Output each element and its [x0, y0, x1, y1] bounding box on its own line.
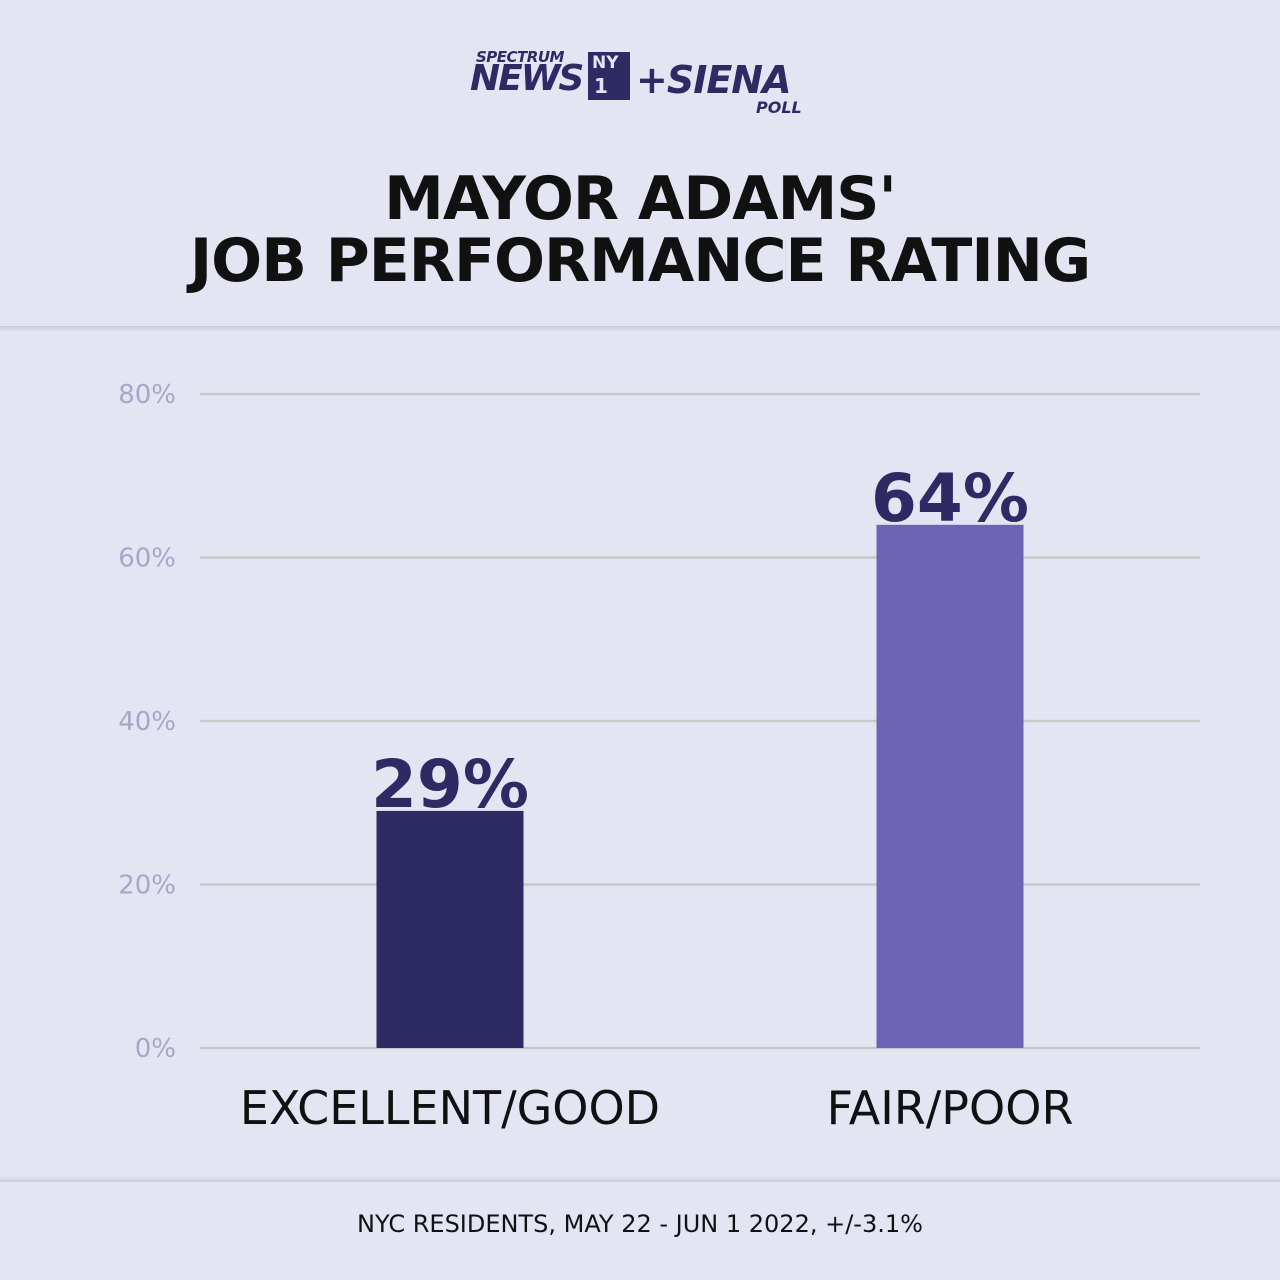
bar-value-label: 29%: [371, 746, 529, 823]
logo-spectrum-text: SPECTRUM: [476, 48, 564, 66]
chart-title-line2: JOB PERFORMANCE RATING: [189, 226, 1091, 296]
logo-one-text: 1: [594, 74, 608, 98]
ny1-badge: NY 1: [588, 52, 630, 100]
logo-poll-text: POLL: [756, 98, 802, 117]
y-tick-label: 80%: [118, 380, 176, 410]
header-band: [0, 0, 1280, 326]
survey-footnote: NYC RESIDENTS, MAY 22 - JUN 1 2022, +/-3…: [357, 1210, 923, 1238]
spectrum-news-siena-logo: SPECTRUM NEWS NY 1 +SIENA POLL: [470, 48, 810, 118]
y-tick-label: 20%: [118, 871, 176, 901]
x-category-label: EXCELLENT/GOOD: [240, 1081, 660, 1135]
header-divider: [0, 326, 1280, 332]
footer-divider: [0, 1176, 1280, 1182]
chart-title-line1: MAYOR ADAMS': [384, 164, 897, 234]
y-tick-label: 0%: [135, 1034, 176, 1064]
y-tick-label: 60%: [118, 544, 176, 574]
x-category-label: FAIR/POOR: [827, 1081, 1074, 1135]
bar-value-label: 64%: [871, 460, 1029, 537]
bar: [376, 810, 524, 1048]
logo-ny-text: NY: [592, 53, 619, 73]
logo-news-text: NEWS: [470, 58, 584, 99]
bar: [876, 524, 1024, 1048]
y-tick-label: 40%: [118, 707, 176, 737]
logo-siena-text: +SIENA: [636, 58, 792, 102]
